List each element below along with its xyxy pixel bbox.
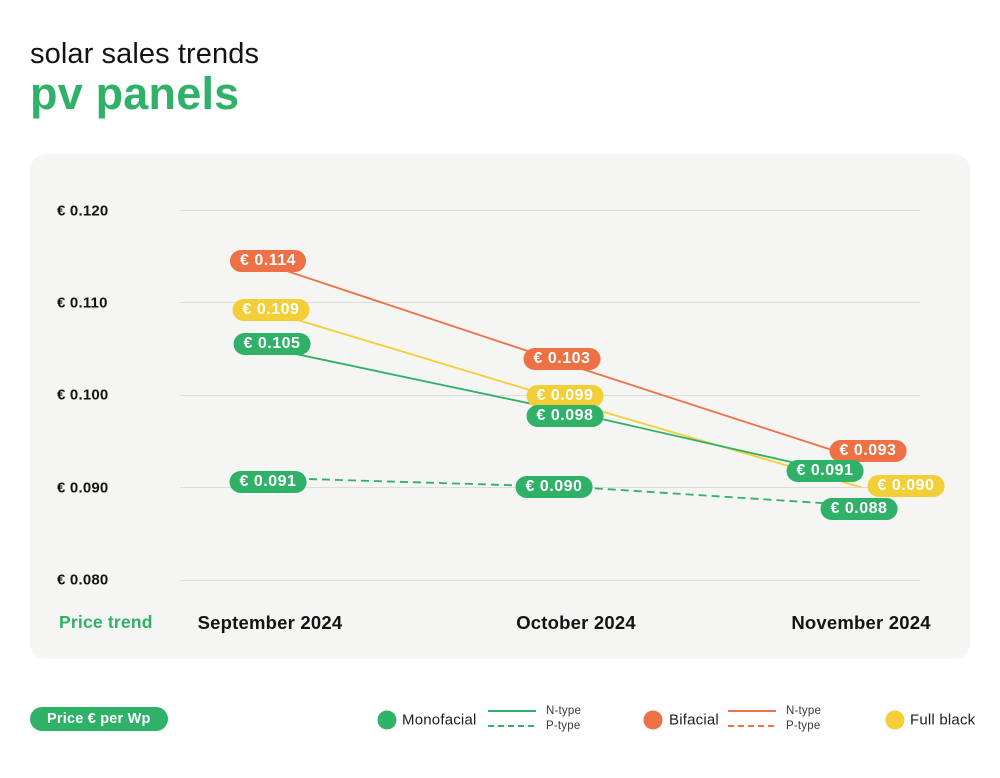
- data-point-label: € 0.090: [867, 475, 945, 498]
- gridline: [180, 210, 920, 211]
- data-point-label: € 0.093: [829, 440, 907, 463]
- legend-dot-full-black: [885, 710, 905, 730]
- legend-line-bifacial-p-type: [728, 725, 776, 727]
- x-axis-label: September 2024: [197, 612, 343, 633]
- legend-line-monofacial-n-type: [488, 710, 536, 712]
- data-point-label: € 0.098: [526, 405, 604, 428]
- legend-sub-monofacial-n-type: N-type: [546, 705, 582, 717]
- legend-dot-monofacial: [377, 710, 397, 730]
- chart-title: pv panels: [30, 68, 240, 119]
- chart-header: solar sales trends pv panels: [30, 40, 259, 118]
- legend-dot-bifacial: [643, 710, 663, 730]
- y-axis-tick-label: € 0.090: [57, 479, 109, 497]
- legend-label-bifacial: Bifacial: [669, 711, 719, 729]
- chart-lines: [269, 264, 862, 507]
- y-axis-tick-label: € 0.080: [57, 571, 109, 589]
- gridline: [180, 302, 920, 304]
- y-axis-tick-label: € 0.100: [57, 386, 109, 404]
- legend-sub-bifacial-n-type: N-type: [786, 705, 822, 717]
- legend-label-monofacial: Monofacial: [402, 711, 477, 729]
- data-point-label: € 0.091: [229, 470, 307, 493]
- data-point-label: € 0.103: [523, 348, 601, 371]
- gridline: [180, 579, 920, 581]
- data-point-label: € 0.109: [232, 298, 310, 321]
- legend-line-monofacial-p-type: [488, 725, 536, 727]
- data-point-label: € 0.090: [515, 476, 593, 499]
- y-axis-tick-label: € 0.110: [57, 294, 108, 312]
- legend-sub-bifacial-p-type: P-type: [786, 720, 821, 732]
- legend-label-full-black: Full black: [910, 711, 976, 729]
- data-point-label: € 0.088: [820, 497, 898, 520]
- chart-card: € 0.120 € 0.110 € 0.100 € 0.090 € 0.080 € 0.1…: [30, 154, 970, 659]
- x-axis-label: October 2024: [516, 612, 636, 633]
- legend-line-bifacial-n-type: [728, 710, 776, 712]
- y-axis-tick-label: € 0.120: [57, 202, 109, 219]
- axis-caption: Price trend: [59, 612, 153, 632]
- data-point-label: € 0.091: [786, 459, 864, 482]
- legend-sub-monofacial-p-type: P-type: [546, 720, 581, 732]
- data-point-label: € 0.114: [230, 250, 306, 273]
- chart-subtitle: solar sales trends: [30, 38, 260, 70]
- price-unit-badge: Price € per Wp: [30, 707, 168, 731]
- x-axis-label: November 2024: [791, 612, 931, 633]
- data-point-label: € 0.105: [233, 332, 311, 355]
- data-point-label: € 0.099: [526, 384, 604, 407]
